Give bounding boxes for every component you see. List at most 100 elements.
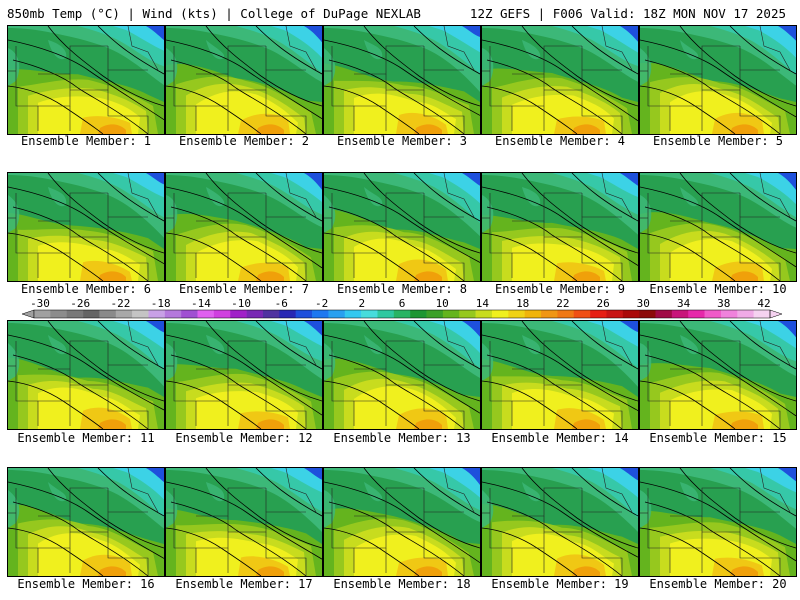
colorbar-swatch bbox=[720, 310, 738, 318]
ensemble-member-label: Ensemble Member: 13 bbox=[333, 431, 471, 445]
colorbar-swatch bbox=[475, 310, 493, 318]
colorbar-swatch bbox=[312, 310, 329, 318]
ensemble-map-8 bbox=[323, 172, 481, 282]
ensemble-member-label: Ensemble Member: 7 bbox=[178, 282, 310, 296]
colorbar-swatch bbox=[704, 310, 722, 318]
colorbar-tick-label: -10 bbox=[231, 297, 251, 310]
ensemble-map-1 bbox=[7, 25, 165, 135]
colorbar-swatch bbox=[541, 310, 558, 318]
ensemble-member-label: Ensemble Member: 3 bbox=[336, 134, 468, 148]
colorbar-swatch bbox=[115, 310, 133, 318]
ensemble-member-label: Ensemble Member: 17 bbox=[175, 577, 313, 591]
colorbar-outline bbox=[33, 309, 771, 319]
ensemble-map-12 bbox=[165, 320, 323, 430]
colorbar-tick-label: -2 bbox=[315, 297, 328, 310]
page-title: 850mb Temp (°C) | Wind (kts) | College o… bbox=[7, 6, 421, 21]
colorbar-swatch bbox=[213, 310, 231, 318]
ensemble-member-label: Ensemble Member: 4 bbox=[494, 134, 626, 148]
colorbar-swatch bbox=[753, 310, 771, 318]
ensemble-map-15 bbox=[639, 320, 797, 430]
colorbar-tick-label: 30 bbox=[637, 297, 650, 310]
colorbar-tick-label: -30 bbox=[30, 297, 50, 310]
temperature-colorbar: -30 -26 -22 -18 -14 -10 -6 -2 2 6 10 14 18 22 26 30 34 38… bbox=[21, 297, 783, 319]
colorbar-tick-label: 14 bbox=[476, 297, 490, 310]
colorbar-tick-label: 26 bbox=[596, 297, 609, 310]
ensemble-member-label: Ensemble Member: 9 bbox=[494, 282, 626, 296]
colorbar-swatch bbox=[459, 310, 476, 318]
colorbar-swatch bbox=[132, 310, 149, 318]
colorbar-swatch bbox=[50, 310, 68, 318]
colorbar-tick-label: -26 bbox=[70, 297, 90, 310]
colorbar-tick-label: 2 bbox=[358, 297, 365, 310]
colorbar-swatch bbox=[66, 310, 84, 318]
colorbar-tick-label: 10 bbox=[436, 297, 449, 310]
ensemble-member-label: Ensemble Member: 6 bbox=[20, 282, 152, 296]
colorbar-swatch bbox=[573, 310, 591, 318]
ensemble-member-label: Ensemble Member: 10 bbox=[649, 282, 787, 296]
colorbar-swatch bbox=[688, 310, 705, 318]
colorbar-swatch bbox=[606, 310, 624, 318]
colorbar-tick-label: -18 bbox=[151, 297, 171, 310]
ensemble-map-4 bbox=[481, 25, 639, 135]
ensemble-member-label: Ensemble Member: 19 bbox=[491, 577, 629, 591]
colorbar-swatch bbox=[426, 310, 444, 318]
colorbar-swatch bbox=[508, 310, 525, 318]
ensemble-map-16 bbox=[7, 467, 165, 577]
colorbar-swatch bbox=[590, 310, 607, 318]
colorbar-swatch bbox=[295, 310, 313, 318]
ensemble-member-label: Ensemble Member: 8 bbox=[336, 282, 468, 296]
colorbar-swatch bbox=[246, 310, 264, 318]
colorbar-swatch bbox=[230, 310, 247, 318]
colorbar-tick-label: -6 bbox=[275, 297, 288, 310]
colorbar-swatch bbox=[344, 310, 362, 318]
ensemble-map-2 bbox=[165, 25, 323, 135]
ensemble-member-label: Ensemble Member: 20 bbox=[649, 577, 787, 591]
colorbar-swatch bbox=[410, 310, 427, 318]
colorbar-swatch bbox=[83, 310, 100, 318]
ensemble-map-20 bbox=[639, 467, 797, 577]
colorbar-swatch bbox=[181, 310, 198, 318]
colorbar-swatch bbox=[639, 310, 656, 318]
colorbar-swatch bbox=[99, 310, 117, 318]
colorbar-swatch bbox=[377, 310, 395, 318]
colorbar-tick-label: -22 bbox=[110, 297, 130, 310]
ensemble-member-label: Ensemble Member: 14 bbox=[491, 431, 629, 445]
colorbar-swatch bbox=[655, 310, 673, 318]
ensemble-map-19 bbox=[481, 467, 639, 577]
ensemble-map-10 bbox=[639, 172, 797, 282]
ensemble-member-label: Ensemble Member: 2 bbox=[178, 134, 310, 148]
ensemble-map-11 bbox=[7, 320, 165, 430]
colorbar-swatch bbox=[557, 310, 575, 318]
model-run-info: 12Z GEFS | F006 Valid: 18Z MON NOV 17 20… bbox=[469, 6, 786, 21]
colorbar-swatch bbox=[164, 310, 182, 318]
colorbar-swatch bbox=[279, 310, 296, 318]
ensemble-member-label: Ensemble Member: 16 bbox=[17, 577, 155, 591]
colorbar-swatch bbox=[491, 310, 509, 318]
colorbar-swatch bbox=[148, 310, 166, 318]
colorbar-tick-label: 38 bbox=[717, 297, 730, 310]
ensemble-member-label: Ensemble Member: 18 bbox=[333, 577, 471, 591]
ensemble-member-label: Ensemble Member: 11 bbox=[17, 431, 155, 445]
colorbar-swatch bbox=[34, 310, 51, 318]
ensemble-member-label: Ensemble Member: 5 bbox=[652, 134, 784, 148]
ensemble-map-14 bbox=[481, 320, 639, 430]
colorbar-swatch bbox=[197, 310, 215, 318]
colorbar-left-arrow bbox=[21, 309, 35, 319]
colorbar-swatch bbox=[328, 310, 346, 318]
ensemble-map-18 bbox=[323, 467, 481, 577]
ensemble-member-label: Ensemble Member: 15 bbox=[649, 431, 787, 445]
colorbar-swatch bbox=[361, 310, 378, 318]
ensemble-map-9 bbox=[481, 172, 639, 282]
colorbar-tick-label: 34 bbox=[677, 297, 691, 310]
ensemble-member-label: Ensemble Member: 12 bbox=[175, 431, 313, 445]
ensemble-map-7 bbox=[165, 172, 323, 282]
colorbar-swatch bbox=[737, 310, 754, 318]
ensemble-map-5 bbox=[639, 25, 797, 135]
colorbar-swatch bbox=[393, 310, 411, 318]
colorbar-swatch bbox=[622, 310, 640, 318]
ensemble-map-17 bbox=[165, 467, 323, 577]
colorbar-tick-label: 22 bbox=[556, 297, 569, 310]
colorbar-right-arrow bbox=[769, 309, 783, 319]
colorbar-tick-label: -14 bbox=[191, 297, 211, 310]
colorbar-swatch bbox=[671, 310, 689, 318]
